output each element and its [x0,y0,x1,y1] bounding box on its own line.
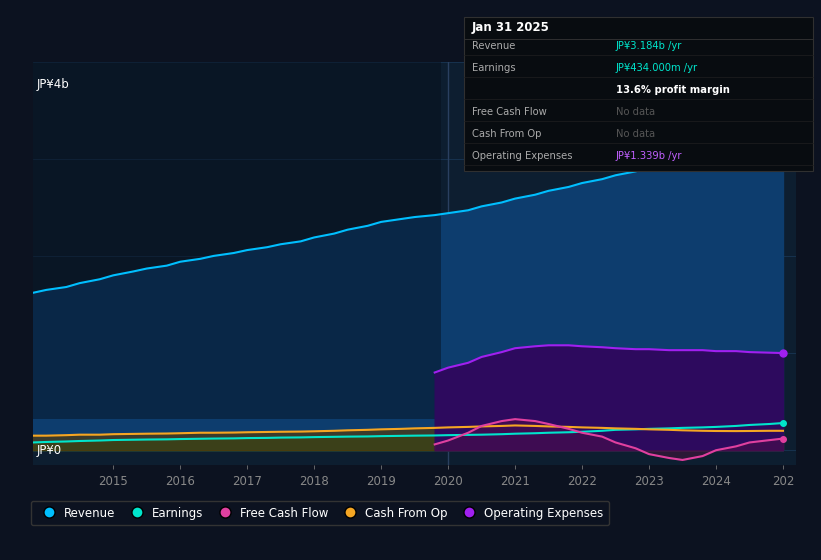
Text: No data: No data [616,108,655,117]
Text: No data: No data [616,129,655,139]
Text: Revenue: Revenue [472,41,516,52]
Text: 13.6% profit margin: 13.6% profit margin [616,85,730,95]
Text: Jan 31 2025: Jan 31 2025 [472,21,550,34]
Text: Free Cash Flow: Free Cash Flow [472,108,547,117]
Text: JP¥434.000m /yr: JP¥434.000m /yr [616,63,698,73]
Text: Operating Expenses: Operating Expenses [472,151,572,161]
Text: Cash From Op: Cash From Op [472,129,542,139]
Bar [33,62,442,419]
Legend: Revenue, Earnings, Free Cash Flow, Cash From Op, Operating Expenses: Revenue, Earnings, Free Cash Flow, Cash … [31,501,609,525]
Text: JP¥4b: JP¥4b [37,78,70,91]
Text: JP¥1.339b /yr: JP¥1.339b /yr [616,151,682,161]
Text: JP¥3.184b /yr: JP¥3.184b /yr [616,41,682,52]
Text: Earnings: Earnings [472,63,516,73]
Text: JP¥0: JP¥0 [37,444,62,457]
